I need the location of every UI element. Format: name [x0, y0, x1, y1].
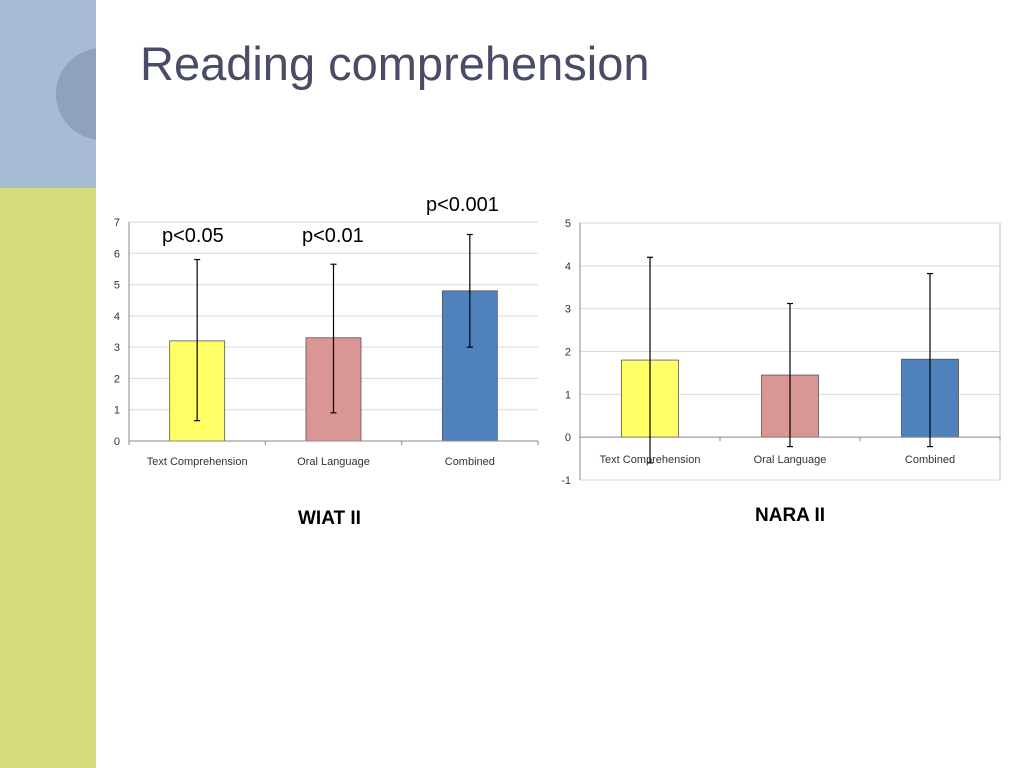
- nara-x-category-label: Oral Language: [754, 454, 827, 466]
- wiat-y-tick-label: 5: [114, 280, 120, 292]
- decorative-circle: [56, 48, 96, 140]
- annotation-p-text-comprehension: p<0.05: [162, 225, 224, 247]
- annotation-p-oral-language: p<0.01: [302, 225, 364, 247]
- wiat-y-tick-label: 1: [114, 405, 120, 417]
- wiat-chart-caption: WIAT II: [298, 508, 361, 529]
- wiat-chart: 0 1 2 3 4 5 6 7 Text Comprehension Oral Language C…: [114, 217, 539, 468]
- wiat-y-tick-label: 0: [114, 436, 120, 448]
- nara-x-category-label: Combined: [905, 454, 955, 466]
- nara-y-tick-label: 0: [565, 432, 571, 444]
- nara-chart-caption: NARA II: [755, 505, 826, 526]
- slide-title: Reading comprehension: [140, 37, 650, 90]
- wiat-y-tick-label: 7: [114, 217, 120, 229]
- nara-y-tick-label: 4: [565, 261, 571, 273]
- nara-x-category-label: Text Comprehension: [600, 454, 701, 466]
- wiat-x-category-label: Text Comprehension: [147, 456, 248, 468]
- annotation-p-combined: p<0.001: [426, 194, 499, 216]
- sidebar-bottom-panel: [0, 188, 96, 768]
- nara-chart: -1 0 1 2 3 4 5 Text Comprehension Oral Language C…: [561, 218, 1001, 487]
- sidebar-top-panel: [0, 0, 96, 188]
- wiat-y-tick-label: 6: [114, 248, 120, 260]
- nara-y-tick-label: 1: [565, 389, 571, 401]
- nara-y-tick-label: 3: [565, 304, 571, 316]
- wiat-x-category-label: Combined: [445, 456, 495, 468]
- nara-y-tick-label: 2: [565, 347, 571, 359]
- wiat-y-tick-label: 2: [114, 373, 120, 385]
- wiat-y-tick-label: 3: [114, 342, 120, 354]
- wiat-x-category-label: Oral Language: [297, 456, 370, 468]
- nara-y-tick-label: 5: [565, 218, 571, 230]
- wiat-y-tick-label: 4: [114, 311, 120, 323]
- nara-y-tick-label: -1: [561, 475, 571, 487]
